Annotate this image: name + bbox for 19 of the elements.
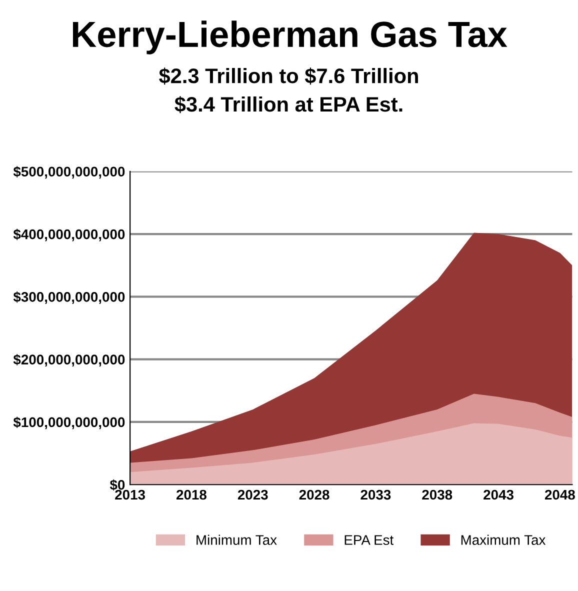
legend-label: EPA Est [344, 535, 394, 545]
x-tick-label: 2028 [299, 490, 330, 500]
x-tick-label: 2023 [238, 490, 268, 500]
chart-subtitle: $2.3 Trillion to $7.6 Trillion $3.4 Trillion at EPA Est. [159, 68, 418, 114]
x-tick-label: 2043 [484, 490, 514, 500]
x-tick-label: 2038 [422, 490, 452, 500]
x-tick-label: 2013 [115, 490, 145, 500]
legend-label: Maximum Tax [461, 534, 546, 545]
y-tick-label: $300,000,000,000 [13, 291, 125, 304]
y-tick-label: $500,000,000,000 [13, 166, 125, 179]
x-tick-label: 2033 [360, 490, 391, 500]
x-tick-label: 2048 [544, 490, 575, 500]
x-tick-label: 2018 [176, 490, 206, 500]
y-tick-label: $100,000,000,000 [13, 416, 125, 430]
legend-label: Minimum Tax [196, 534, 277, 545]
y-tick-label: $0 [110, 479, 125, 491]
y-tick-label: $400,000,000,000 [13, 228, 125, 242]
y-tick-label: $200,000,000,000 [13, 354, 125, 367]
chart-title: Kerry-Lieberman Gas Tax [72, 20, 508, 54]
